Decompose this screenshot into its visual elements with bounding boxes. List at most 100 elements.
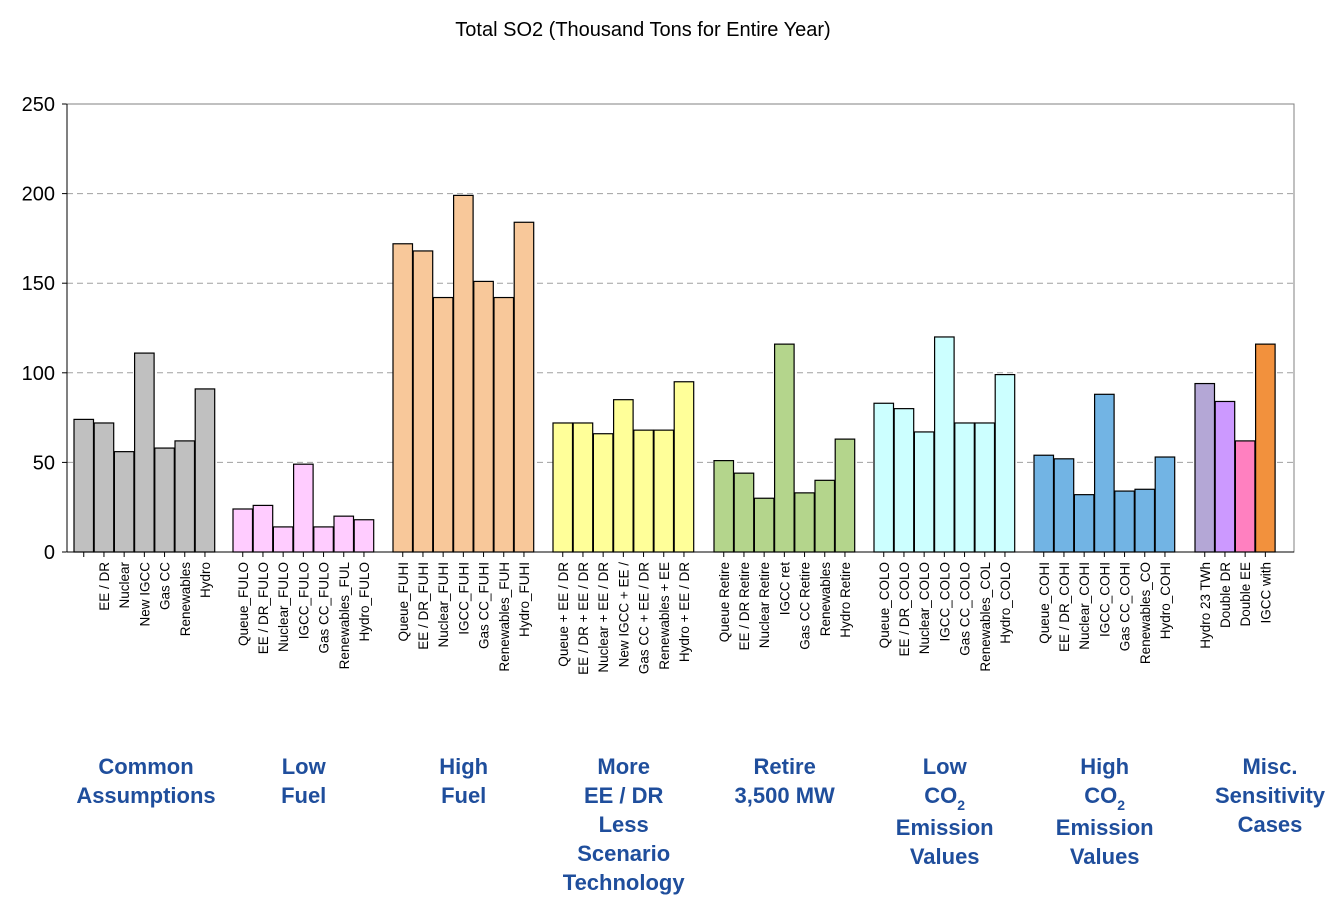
x-tick-label: New IGCC + EE / <box>616 562 631 668</box>
x-tick-label: Nuclear_COHI <box>1077 562 1092 650</box>
x-tick-label: IGCC_FUHI <box>456 562 471 635</box>
bar <box>994 373 1016 553</box>
y-tick-label: 100 <box>22 363 55 385</box>
x-tick-label: Gas CC_COHI <box>1118 562 1133 651</box>
bar <box>1194 382 1216 553</box>
x-tick-label: IGCC with <box>1258 562 1273 624</box>
y-tick-label: 0 <box>44 542 55 564</box>
bar <box>113 451 135 553</box>
group-label: Low CO2 Emission Values <box>895 754 994 869</box>
bar <box>134 352 155 553</box>
bar <box>1053 458 1075 553</box>
bar <box>333 515 355 553</box>
bar <box>1234 440 1256 553</box>
bar <box>473 280 494 553</box>
x-tick-label: Renewables_CO <box>1138 562 1153 664</box>
bar <box>733 472 755 553</box>
bar <box>1114 490 1135 553</box>
x-tick-label: Queue + EE / DR <box>556 562 571 667</box>
x-tick-label: Nuclear_FULO <box>276 562 291 652</box>
x-tick-label: Gas CC_COLO <box>958 562 973 656</box>
bar <box>552 422 574 553</box>
group-label: Misc. Sensitivity Cases <box>1214 754 1326 837</box>
bar <box>194 388 216 553</box>
bar <box>673 381 695 553</box>
x-tick-label: Hydro_FULO <box>357 562 372 642</box>
bar <box>753 497 775 553</box>
x-tick-label: Renewables + EE <box>657 562 672 670</box>
bar <box>493 296 515 553</box>
x-tick-label: Hydro Retire <box>838 562 853 638</box>
bar <box>1033 454 1055 553</box>
y-tick-label: 200 <box>22 184 55 206</box>
x-tick-label: New IGCC <box>137 562 152 627</box>
bar <box>353 519 375 553</box>
bar <box>1214 400 1236 553</box>
x-tick-label: Queue_COHI <box>1037 562 1052 644</box>
bar <box>913 431 935 553</box>
bar <box>1093 393 1115 553</box>
bar <box>633 429 654 553</box>
x-tick-label: EE / DR_COLO <box>897 562 912 657</box>
bar <box>73 418 95 553</box>
x-tick-label: Renewables_FUL <box>337 562 352 670</box>
bar <box>412 250 434 553</box>
x-tick-label: Queue_COLO <box>877 562 892 648</box>
bar <box>572 422 594 553</box>
bar <box>873 402 895 553</box>
x-tick-label: Hydro_COLO <box>998 562 1013 644</box>
bar <box>653 429 675 553</box>
x-tick-label: Gas CC + EE / DR <box>637 562 652 674</box>
bar <box>174 440 196 553</box>
bar <box>392 243 414 553</box>
group-label: High CO2 Emission Values <box>1055 754 1154 869</box>
bar <box>713 460 735 553</box>
x-tick-label: Hydro 23 TWh <box>1198 562 1213 649</box>
x-tick-label: Gas CC <box>158 562 173 610</box>
x-tick-label: EE / DR Retire <box>737 562 752 651</box>
bar <box>313 526 334 553</box>
bar <box>612 399 634 553</box>
x-tick-label: Queue_FUHI <box>396 562 411 642</box>
x-tick-label: EE / DR <box>97 562 112 611</box>
bars <box>73 194 1276 553</box>
bar <box>954 422 975 553</box>
group-label: Low Fuel <box>281 754 327 808</box>
group-label: More EE / DR Less Scenario Technology <box>562 754 685 895</box>
bar <box>154 447 175 553</box>
bar <box>232 508 254 553</box>
x-tick-label: Hydro_COHI <box>1158 562 1173 639</box>
bar <box>1073 494 1095 553</box>
group-label: Retire 3,500 MW <box>734 754 835 808</box>
bar <box>93 422 115 553</box>
bar <box>974 422 996 553</box>
x-tick-label: Renewables_FUH <box>497 562 512 672</box>
x-tick-label: Renewables <box>178 562 193 637</box>
bar <box>834 438 856 553</box>
x-tick-label: Nuclear <box>117 562 132 609</box>
x-tick-label: Double DR <box>1218 562 1233 628</box>
x-tick-label: IGCC ret <box>777 562 792 616</box>
bar <box>432 296 454 553</box>
x-tick-label: IGCC_COHI <box>1097 562 1112 637</box>
bar <box>592 433 614 553</box>
x-tick-label: IGCC_FULO <box>296 562 311 639</box>
x-tick-label: Hydro <box>198 562 213 598</box>
x-tick-label: Nuclear_COLO <box>917 562 932 654</box>
x-tick-label: Double EE <box>1238 562 1253 627</box>
x-tick-label: Nuclear_FUHI <box>436 562 451 648</box>
x-tick-label: EE / DR_FUHI <box>416 562 431 650</box>
bar <box>794 492 815 553</box>
y-tick-label: 150 <box>22 273 55 295</box>
chart-title: Total SO2 (Thousand Tons for Entire Year… <box>455 19 830 41</box>
x-tick-label: Gas CC Retire <box>798 562 813 650</box>
x-tick-label: Gas CC_FUHI <box>477 562 492 649</box>
y-tick-label: 50 <box>33 452 55 474</box>
bar <box>814 479 836 553</box>
bar <box>933 336 955 553</box>
bar <box>773 343 795 553</box>
x-tick-label: EE / DR + EE / DR <box>576 562 591 675</box>
bar <box>1254 343 1276 553</box>
group-label: High Fuel <box>439 754 489 808</box>
